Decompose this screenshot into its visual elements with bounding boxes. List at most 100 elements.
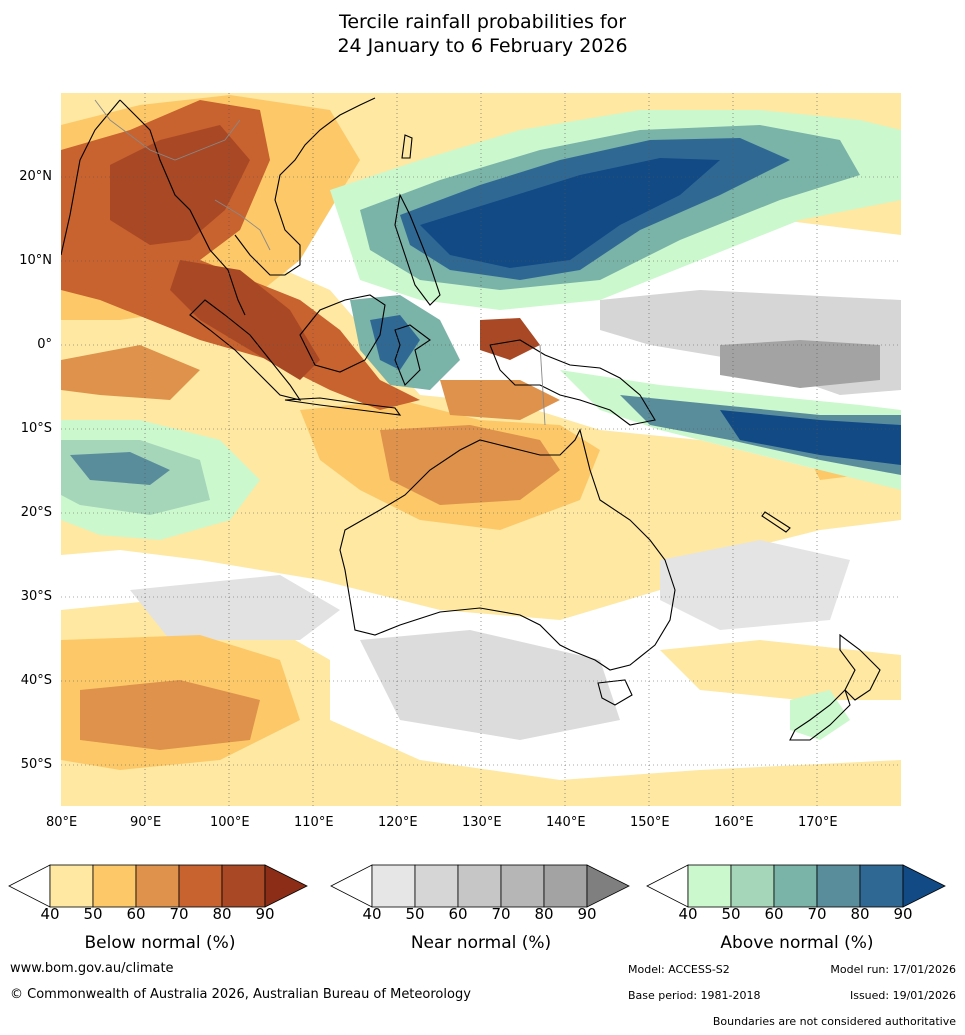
website-link[interactable]: www.bom.gov.au/climate [10,961,174,976]
above-normal-legend-title: Above normal (%) [720,933,874,953]
below-normal-70-zone-southwest [80,680,260,750]
below-normal-70-zone-north-australia [380,425,560,505]
copyright-text: © Commonwealth of Australia 2026, Austra… [10,987,471,1002]
below-normal-80-zone-new-guinea [480,318,540,360]
near-colorbar-tick-label: 50 [405,905,425,923]
near-normal-zone-pacific-core [720,340,880,388]
lat-label-0: 0° [37,337,52,352]
map-title-line-2: 24 January to 6 February 2026 [337,35,628,57]
below-normal-80-zone-sumatra [170,260,320,380]
near-colorbar-segment [414,864,459,908]
borneo-coastline [299,294,386,373]
lon-label-80e: 80°E [46,815,78,830]
above-colorbar-min-arrow [646,864,689,908]
above-colorbar-tick-label: 60 [764,905,784,923]
new-zealand-north-coastline [839,633,881,701]
near-normal-zone-tasman [660,540,850,630]
below-normal-50-zone-south [61,600,901,806]
map-title-line-1: Tercile rainfall probabilities for [338,11,627,33]
above-normal-50-zone-new-zealand [790,690,850,740]
near-normal-zone-south-australia [360,630,620,740]
below-normal-80-zone-indochina [110,125,250,245]
above-colorbar-segment [859,864,904,908]
lon-label-160e: 160°E [714,815,754,830]
below-colorbar-tick-label: 90 [255,905,275,923]
rainfall-probability-map [61,93,901,806]
below-normal-50-zone-tasman [660,640,901,700]
above-normal-90-zone-south-pacific [720,410,901,465]
new-zealand-south-coastline [789,688,851,741]
lat-label-10n: 10°N [19,253,52,268]
near-colorbar-tick-label: 90 [577,905,597,923]
below-colorbar-tick-label: 80 [212,905,232,923]
lat-label-30s: 30°S [20,589,52,604]
near-colorbar-tick-label: 70 [491,905,511,923]
below-colorbar-min-arrow [8,864,51,908]
below-colorbar-tick-label: 70 [169,905,189,923]
lon-label-170e: 170°E [798,815,838,830]
below-colorbar-tick-label: 60 [126,905,146,923]
above-colorbar-tick-label: 80 [850,905,870,923]
lon-label-130e: 130°E [462,815,502,830]
above-colorbar-segment [816,864,861,908]
below-colorbar-segment [221,864,266,908]
below-normal-60-zone-timor [440,380,560,420]
near-colorbar-segment [457,864,502,908]
below-colorbar-max-arrow [264,864,308,908]
below-colorbar-segment [49,864,94,908]
near-colorbar-tick-label: 80 [534,905,554,923]
below-colorbar-tick-label: 40 [40,905,60,923]
near-colorbar-segment [500,864,545,908]
model-name: Model: ACCESS-S2 [628,963,730,976]
lat-label-40s: 40°S [20,673,52,688]
below-normal-colorbar [8,864,308,908]
above-colorbar-tick-label: 50 [721,905,741,923]
sumatra-coastline [189,299,302,401]
issued-date: Issued: 19/01/2026 [849,989,956,1002]
country-borders [94,99,546,426]
coastlines [61,97,881,741]
base-period: Base period: 1981-2018 [628,989,761,1002]
above-normal-90-zone-philippine-sea [420,158,720,268]
near-normal-colorbar [330,864,630,908]
new-caledonia-coastline [761,511,791,533]
new-guinea-coastline [489,339,656,426]
philippines-coastline [394,193,441,306]
lat-label-20n: 20°N [19,169,52,184]
lon-label-110e: 110°E [294,815,334,830]
below-normal-legend-title: Below normal (%) [84,933,236,953]
lon-label-90e: 90°E [130,815,162,830]
above-normal-70-zone-indian-ocean [70,452,170,485]
above-normal-colorbar [646,864,946,908]
lat-label-10s: 10°S [20,421,52,436]
above-colorbar-tick-label: 70 [807,905,827,923]
java-coastline [284,397,402,416]
australia-coastline [339,428,676,671]
model-run-date: Model run: 17/01/2026 [830,963,956,976]
near-normal-legend-title: Near normal (%) [410,933,552,953]
below-normal-70-zone-west [61,345,200,400]
taiwan-coastline [401,134,413,159]
near-colorbar-min-arrow [330,864,373,908]
lon-label-140e: 140°E [546,815,586,830]
below-colorbar-segment [135,864,180,908]
below-colorbar-tick-label: 50 [83,905,103,923]
boundaries-disclaimer: Boundaries are not considered authoritat… [712,1015,956,1028]
above-colorbar-segment [687,864,732,908]
lat-label-50s: 50°S [20,757,52,772]
above-colorbar-segment [773,864,818,908]
above-colorbar-max-arrow [902,864,946,908]
near-colorbar-tick-label: 60 [448,905,468,923]
near-colorbar-segment [371,864,416,908]
lon-label-120e: 120°E [378,815,418,830]
graticule [61,93,901,806]
lat-label-20s: 20°S [20,505,52,520]
lon-label-150e: 150°E [630,815,670,830]
below-colorbar-segment [92,864,137,908]
above-colorbar-tick-label: 90 [893,905,913,923]
below-colorbar-segment [178,864,223,908]
near-normal-zone-southern-ocean [130,575,340,640]
above-normal-90-zone-sulawesi [370,315,420,370]
near-colorbar-tick-label: 40 [362,905,382,923]
near-colorbar-max-arrow [586,864,630,908]
